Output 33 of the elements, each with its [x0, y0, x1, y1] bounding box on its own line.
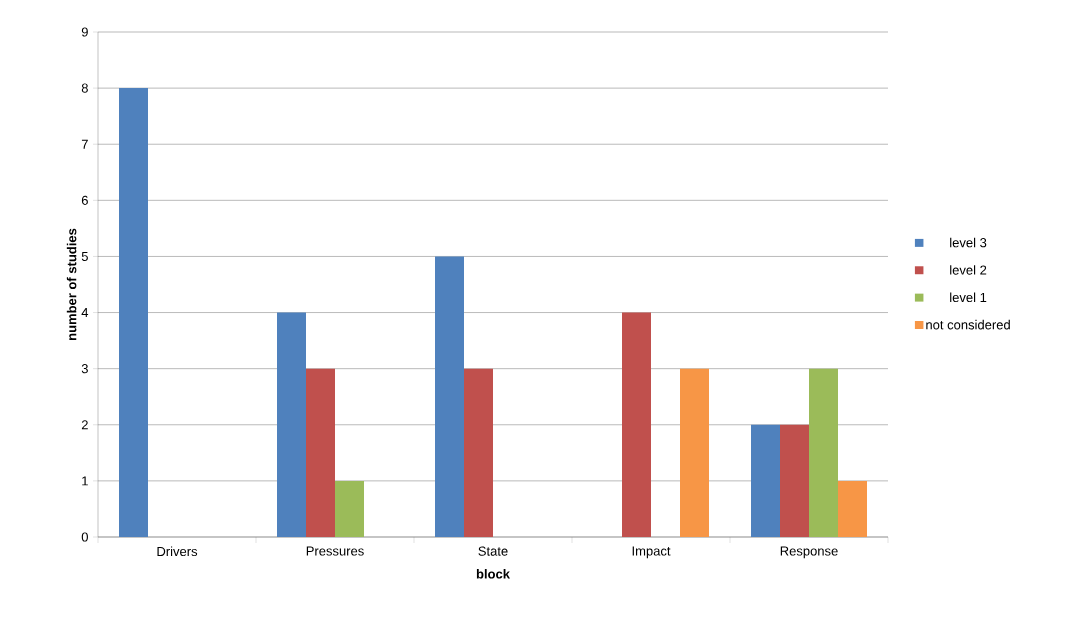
bar [119, 88, 148, 537]
y-tick-label: 8 [81, 83, 88, 93]
y-tick-label: 4 [81, 308, 89, 318]
x-tick-label: Drivers [157, 546, 198, 557]
legend-label: not considered [926, 319, 1010, 330]
y-tick-label: 9 [81, 27, 88, 37]
x-tick-label: State [478, 546, 508, 556]
y-tick-label: 1 [82, 476, 88, 486]
legend-label: level 2 [950, 265, 987, 275]
bar [751, 424, 780, 537]
bar [435, 256, 464, 537]
bar [306, 368, 335, 537]
bar [780, 424, 809, 537]
legend-label: level 3 [950, 237, 987, 248]
y-axis-title: number of studies [66, 228, 77, 340]
legend-label: level 1 [950, 292, 987, 303]
y-tick-label: 7 [81, 139, 88, 149]
y-tick-label: 6 [81, 195, 88, 205]
bar [809, 368, 838, 537]
bar [335, 480, 365, 537]
x-tick-label: Response [780, 546, 838, 559]
y-tick-label: 3 [81, 364, 88, 374]
x-tick-label: Impact [632, 546, 671, 559]
y-tick-label: 0 [81, 532, 88, 542]
bar [838, 480, 867, 537]
y-tick-label: 5 [81, 251, 88, 261]
y-tick-label: 2 [81, 420, 88, 430]
bar [622, 312, 651, 537]
bar [464, 368, 493, 537]
x-axis-title: block [476, 569, 510, 579]
x-tick-label: Pressures [306, 546, 364, 556]
bar [277, 312, 306, 537]
bar [680, 368, 709, 537]
